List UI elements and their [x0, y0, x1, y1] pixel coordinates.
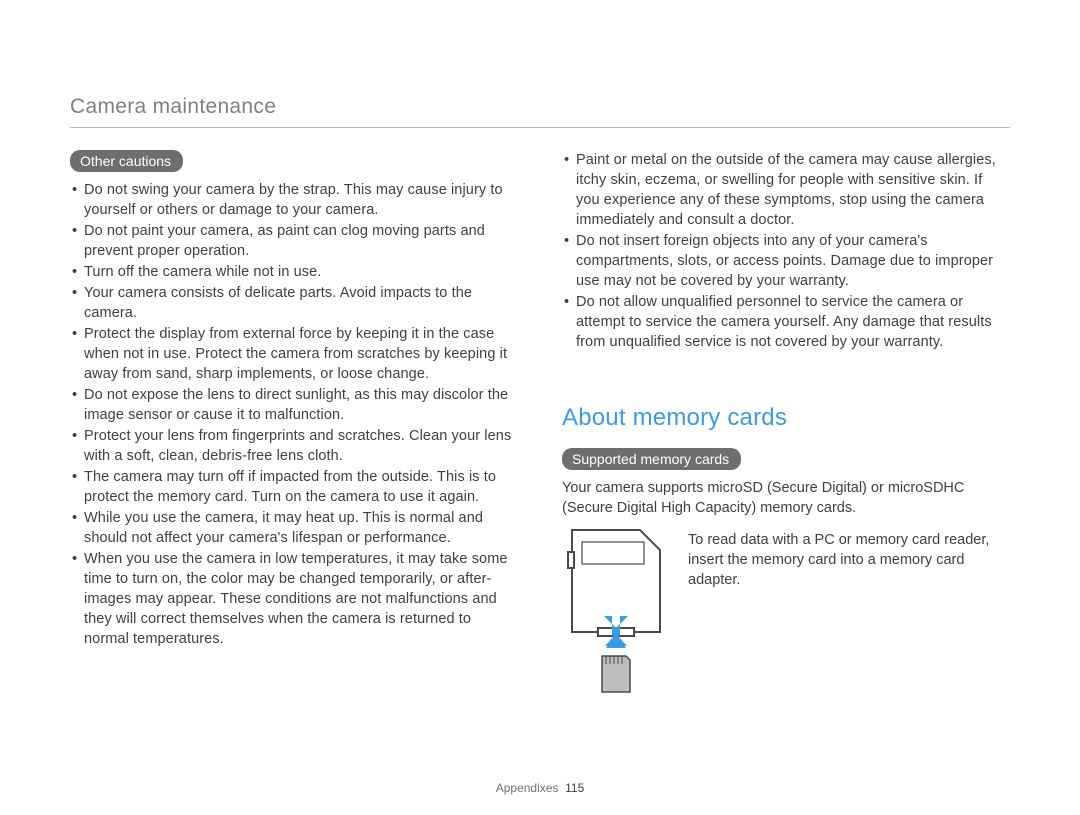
supported-text: Your camera supports microSD (Secure Dig… — [562, 478, 1010, 518]
list-item: Paint or metal on the outside of the cam… — [562, 150, 1010, 230]
list-item: Turn off the camera while not in use. — [70, 262, 518, 282]
memory-card-note: To read data with a PC or memory card re… — [688, 528, 1010, 590]
sd-adapter-icon — [562, 528, 670, 696]
memory-card-row: To read data with a PC or memory card re… — [562, 528, 1010, 701]
list-item: Protect your lens from fingerprints and … — [70, 426, 518, 466]
page-title: Camera maintenance — [70, 95, 1010, 128]
right-column: Paint or metal on the outside of the cam… — [562, 150, 1010, 701]
page-number: 115 — [565, 781, 584, 795]
content-columns: Other cautions Do not swing your camera … — [70, 150, 1010, 701]
left-column: Other cautions Do not swing your camera … — [70, 150, 518, 701]
page-footer: Appendixes 115 — [0, 781, 1080, 795]
footer-label: Appendixes — [496, 781, 559, 795]
other-cautions-list: Do not swing your camera by the strap. T… — [70, 180, 518, 649]
list-item: Do not insert foreign objects into any o… — [562, 231, 1010, 291]
list-item: Do not paint your camera, as paint can c… — [70, 221, 518, 261]
page: Camera maintenance Other cautions Do not… — [0, 0, 1080, 701]
about-memory-cards-heading: About memory cards — [562, 404, 1010, 432]
list-item: Do not allow unqualified personnel to se… — [562, 292, 1010, 352]
list-item: Your camera consists of delicate parts. … — [70, 283, 518, 323]
memory-card-adapter-figure — [562, 528, 670, 701]
list-item: While you use the camera, it may heat up… — [70, 508, 518, 548]
list-item: Protect the display from external force … — [70, 324, 518, 384]
other-cautions-pill: Other cautions — [70, 150, 183, 172]
list-item: The camera may turn off if impacted from… — [70, 467, 518, 507]
list-item: Do not expose the lens to direct sunligh… — [70, 385, 518, 425]
list-item: Do not swing your camera by the strap. T… — [70, 180, 518, 220]
list-item: When you use the camera in low temperatu… — [70, 549, 518, 649]
supported-memory-cards-pill: Supported memory cards — [562, 448, 741, 470]
right-top-list: Paint or metal on the outside of the cam… — [562, 150, 1010, 352]
